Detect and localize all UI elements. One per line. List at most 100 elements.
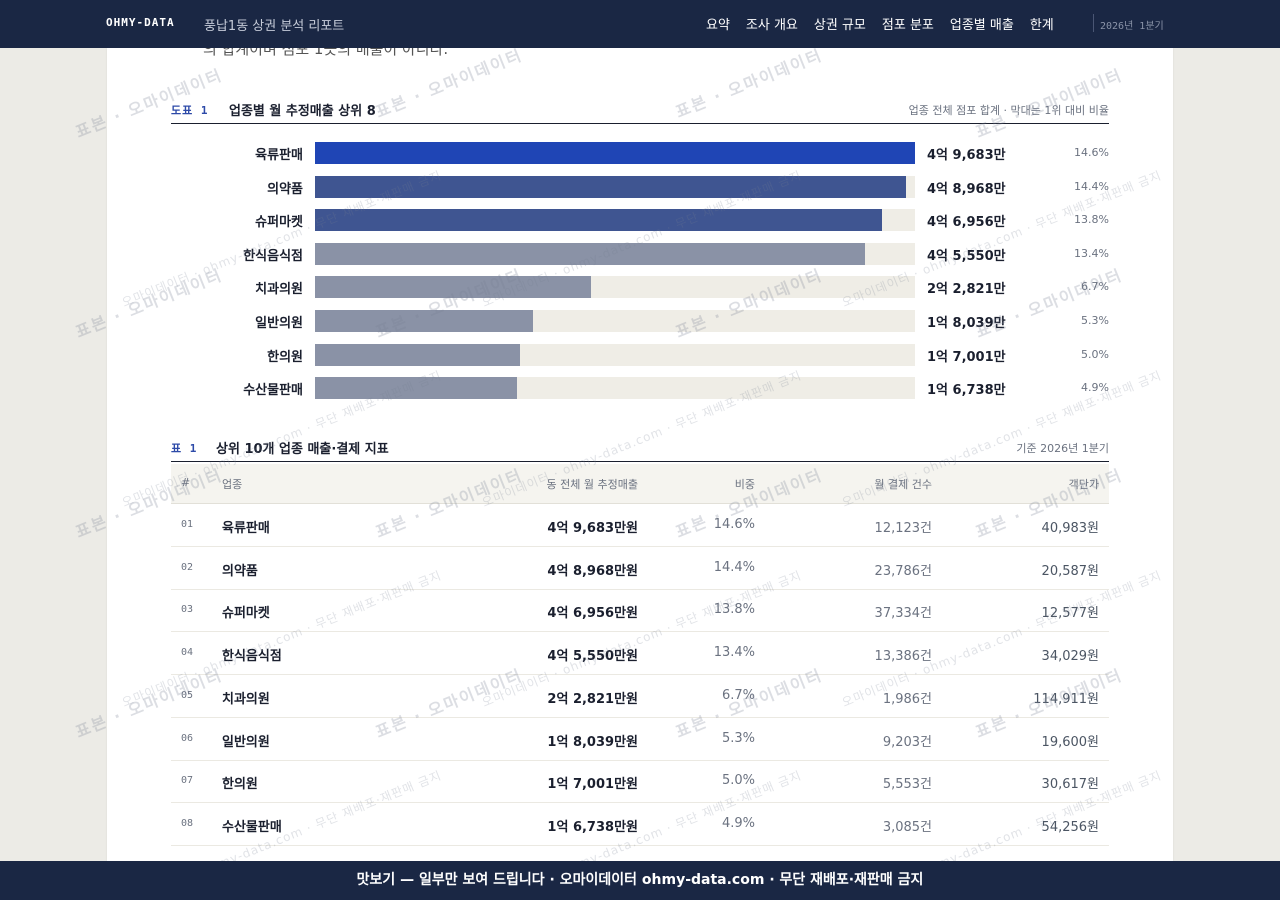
bar-share-label: 14.6% — [1074, 146, 1109, 159]
cell-avg: 20,587원 — [1041, 563, 1099, 579]
cell-name: 의약품 — [222, 563, 258, 579]
period-label: 2026년 1분기 — [1100, 21, 1164, 32]
cell-share: 14.6% — [713, 517, 755, 532]
table-row[interactable]: 04 한식음식점 4억 5,550만원 13.4% 13,386건 34,029원 — [171, 632, 1109, 676]
nav-item-store-distribution[interactable]: 점포 분포 — [881, 18, 934, 33]
nav-item-limitations[interactable]: 한계 — [1029, 18, 1054, 33]
cell-share: 5.3% — [721, 730, 755, 746]
cell-share: 6.7% — [721, 687, 755, 703]
bar — [315, 175, 907, 198]
bar-track — [315, 242, 915, 265]
cell-share: 13.8% — [713, 602, 755, 618]
cell-no: 04 — [181, 647, 194, 659]
cell-share: 5.0% — [721, 773, 755, 789]
bar-value-label: 4억 6,956만 — [927, 215, 1006, 231]
table-row[interactable]: 08 수산물판매 1억 6,738만원 4.9% 3,085건 54,256원 — [171, 803, 1109, 846]
nav-item-market-size[interactable]: 상권 규모 — [813, 18, 866, 33]
bar — [315, 310, 533, 332]
bar-row: 육류판매 4억 9,683만 14.6% — [171, 142, 1109, 164]
bar-track — [315, 175, 915, 198]
figure-note: 업종 전체 점포 합계 · 막대는 1위 대비 비율 — [908, 104, 1109, 117]
cell-name: 슈퍼마켓 — [222, 606, 270, 622]
bar-value-label: 2억 2,821만 — [927, 282, 1006, 298]
bar-category-label: 한식음식점 — [243, 248, 303, 264]
table-note: 기준 2026년 1분기 — [1016, 442, 1109, 455]
nav-divider — [1093, 14, 1094, 32]
nav-item-sales-by-industry[interactable]: 업종별 매출 — [949, 18, 1014, 33]
cell-sales: 1억 6,738만원 — [547, 819, 638, 835]
cell-share: 14.4% — [713, 559, 755, 575]
cell-no: 08 — [181, 817, 194, 829]
cell-avg: 54,256원 — [1041, 819, 1099, 835]
table-row[interactable]: 02 의약품 4억 8,968만원 14.4% 23,786건 20,587원 — [171, 547, 1109, 590]
bar — [315, 209, 883, 232]
sample-footer-banner: 맛보기 — 일부만 보여 드립니다 · 오마이데이터 ohmy-data.com… — [0, 861, 1280, 900]
cell-no: 01 — [181, 519, 194, 530]
cell-no: 06 — [181, 732, 194, 744]
table-title: 상위 10개 업종 매출·결제 지표 — [216, 442, 389, 457]
cell-avg: 12,577원 — [1041, 606, 1099, 622]
bar — [315, 343, 521, 366]
cell-sales: 4억 5,550만원 — [547, 649, 638, 665]
cell-sales: 4억 6,956만원 — [547, 606, 638, 622]
col-header-count: 월 결제 건수 — [874, 478, 932, 491]
table-row[interactable]: 03 슈퍼마켓 4억 6,956만원 13.8% 37,334건 12,577원 — [171, 589, 1109, 633]
nav-menu: 요약 조사 개요 상권 규모 점포 분포 업종별 매출 한계 — [706, 14, 1070, 33]
cell-name: 수산물판매 — [222, 819, 282, 835]
bar-value-label: 4억 8,968만 — [927, 181, 1006, 197]
bar-category-label: 의약품 — [267, 181, 303, 197]
report-page: 의 합계이며 점포 1곳의 매출이 아니다. 도표 1 업종별 월 추정매출 상… — [107, 48, 1173, 861]
bar-row: 수산물판매 1억 6,738만 4.9% — [171, 377, 1109, 400]
bar — [315, 276, 591, 299]
partial-paragraph: 의 합계이며 점포 1곳의 매출이 아니다. — [203, 48, 449, 58]
bar-track — [315, 276, 915, 299]
table-head: # 업종 동 전체 월 추정매출 비중 월 결제 건수 객단가 — [171, 464, 1109, 504]
nav-item-summary[interactable]: 요약 — [706, 18, 730, 33]
brand-logo[interactable]: OHMY-DATA — [106, 16, 175, 29]
nav-item-overview[interactable]: 조사 개요 — [745, 18, 798, 33]
bar-category-label: 일반의원 — [255, 316, 303, 331]
col-header-share: 비중 — [734, 478, 755, 491]
table-header-section: 표 1 상위 10개 업종 매출·결제 지표 기준 2026년 1분기 — [171, 434, 1109, 462]
table-row[interactable]: 06 일반의원 1억 8,039만원 5.3% 9,203건 19,600원 — [171, 718, 1109, 761]
cell-no: 05 — [181, 689, 194, 701]
col-header-no: # — [181, 476, 191, 489]
bar-share-label: 5.3% — [1081, 314, 1109, 327]
table-row[interactable]: 05 치과의원 2억 2,821만원 6.7% 1,986건 114,911원 — [171, 675, 1109, 718]
cell-avg: 30,617원 — [1041, 777, 1099, 793]
cell-name: 한식음식점 — [222, 649, 282, 665]
cell-sales: 4억 9,683만원 — [547, 521, 638, 536]
cell-no: 03 — [181, 604, 194, 616]
top-navbar: OHMY-DATA 풍납1동 상권 분석 리포트 요약 조사 개요 상권 규모 … — [0, 0, 1280, 48]
cell-count: 5,553건 — [882, 777, 932, 793]
bar-share-label: 14.4% — [1074, 179, 1109, 193]
cell-name: 치과의원 — [222, 691, 270, 707]
table-tag: 표 1 — [171, 442, 198, 455]
bar-category-label: 슈퍼마켓 — [255, 215, 303, 231]
cell-sales: 1억 8,039만원 — [547, 734, 638, 750]
bar-track — [315, 209, 915, 232]
table-row[interactable]: 01 육류판매 4억 9,683만원 14.6% 12,123건 40,983원 — [171, 504, 1109, 547]
bar-row: 일반의원 1억 8,039만 5.3% — [171, 310, 1109, 332]
figure-header: 도표 1 업종별 월 추정매출 상위 8 업종 전체 점포 합계 · 막대는 1… — [171, 96, 1109, 124]
cell-count: 23,786건 — [874, 563, 932, 579]
col-header-sales: 동 전체 월 추정매출 — [546, 478, 638, 491]
bar-row: 의약품 4억 8,968만 14.4% — [171, 175, 1109, 198]
col-header-avg: 객단가 — [1068, 478, 1099, 491]
bar-row: 한식음식점 4억 5,550만 13.4% — [171, 242, 1109, 265]
table-row[interactable]: 07 한의원 1억 7,001만원 5.0% 5,553건 30,617원 — [171, 760, 1109, 804]
cell-avg: 40,983원 — [1041, 521, 1099, 536]
cell-sales: 1억 7,001만원 — [547, 777, 638, 793]
cell-name: 육류판매 — [222, 521, 270, 536]
bar-category-label: 육류판매 — [255, 148, 303, 163]
col-header-name: 업종 — [222, 478, 243, 491]
cell-share: 4.9% — [721, 815, 755, 831]
cell-no: 02 — [181, 561, 194, 573]
bar-share-label: 13.4% — [1074, 246, 1109, 260]
cell-sales: 2억 2,821만원 — [547, 691, 638, 707]
bar-value-label: 1억 8,039만 — [927, 316, 1006, 331]
cell-count: 1,986건 — [882, 691, 932, 707]
bar-track — [315, 343, 915, 366]
cell-count: 9,203건 — [882, 734, 932, 750]
figure-tag: 도표 1 — [171, 104, 209, 117]
